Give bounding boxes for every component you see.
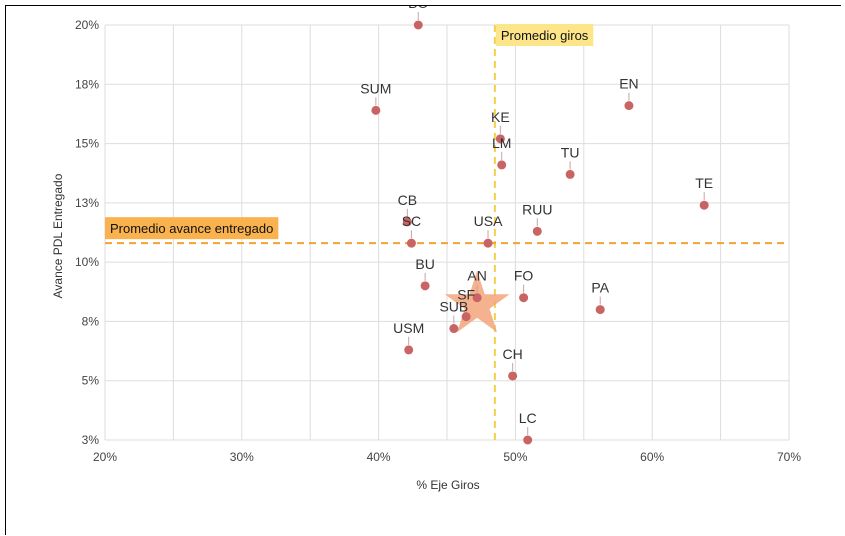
data-point-label: LC	[519, 410, 537, 426]
data-point-label: FO	[514, 268, 534, 284]
data-point-label: LM	[492, 135, 511, 151]
data-point-label: SF	[457, 287, 475, 303]
data-point	[497, 160, 507, 170]
data-point	[461, 312, 471, 322]
data-point-label: KE	[491, 109, 510, 125]
data-point	[532, 226, 542, 236]
data-point-label: TE	[695, 175, 713, 191]
data-point-group: RUU	[522, 201, 552, 236]
x-tick-label: 70%	[777, 450, 801, 464]
y-tick-label: 10%	[75, 255, 99, 269]
horizontal-reference-label-text: Promedio avance entregado	[110, 221, 273, 236]
x-tick-label: 40%	[367, 450, 391, 464]
y-tick-label: 5%	[82, 374, 100, 388]
data-point-label: SC	[402, 213, 421, 229]
data-point-group: BU	[415, 256, 435, 291]
data-point	[420, 281, 430, 291]
y-tick-label: 18%	[75, 77, 99, 91]
data-point-group: KE	[491, 109, 510, 144]
data-point	[523, 435, 533, 445]
data-point-label: EN	[619, 76, 638, 92]
data-point	[508, 371, 518, 381]
data-point-group: SF	[457, 287, 475, 322]
data-point-label: PA	[591, 280, 609, 296]
data-point-group: LC	[519, 410, 537, 445]
data-point	[483, 238, 493, 248]
data-point	[495, 134, 505, 144]
data-point-label: CH	[503, 346, 523, 362]
grid-lines	[104, 24, 790, 441]
x-axis-title: % Eje Giros	[416, 478, 479, 492]
y-tick-label: 8%	[82, 314, 100, 328]
data-point-group: PA	[591, 280, 610, 315]
data-point-group: USM	[393, 320, 424, 355]
data-point-label: SUM	[360, 80, 391, 96]
data-point-group: CH	[503, 346, 523, 381]
data-point-group: SC	[402, 213, 421, 248]
data-point	[472, 293, 482, 303]
data-point-group: AN	[467, 268, 487, 303]
y-tick-label: 20%	[75, 18, 99, 32]
horizontal-reference-label: Promedio avance entregado	[105, 217, 279, 240]
vertical-reference-label-box	[495, 24, 594, 46]
y-axis-title: Avance PDL Entregado	[51, 173, 65, 298]
data-point-group: SUM	[360, 80, 391, 115]
data-point	[519, 293, 529, 303]
data-point-label: AN	[467, 268, 486, 284]
data-point	[699, 200, 709, 210]
data-point	[565, 169, 575, 179]
x-tick-label: 60%	[640, 450, 664, 464]
x-tick-label: 30%	[230, 450, 254, 464]
data-point-label: RUU	[522, 201, 552, 217]
chart-frame: 20% 30% 40% 50% 60% 70% 3% 5% 8% 10% 13% 15% 18% 20%…	[5, 5, 841, 535]
horizontal-reference-label-box	[105, 217, 279, 240]
y-axis-ticks: 3% 5% 8% 10% 13% 15% 18% 20%	[75, 18, 99, 447]
data-point-group: SUB	[439, 299, 468, 334]
data-point-group: CB	[398, 192, 417, 227]
data-point	[404, 345, 414, 355]
vertical-reference-label: Promedio giros	[495, 24, 594, 46]
data-point-label: CB	[398, 192, 417, 208]
y-tick-label: 3%	[82, 433, 100, 447]
data-point-group: USA	[474, 213, 503, 248]
vertical-reference-label-text: Promedio giros	[501, 28, 589, 43]
data-point-group: TU	[561, 144, 580, 179]
data-point-label: SUB	[439, 299, 468, 315]
data-point	[595, 305, 605, 315]
x-axis-ticks: 20% 30% 40% 50% 60% 70%	[93, 450, 801, 464]
data-point-group: TE	[695, 175, 713, 210]
data-point-label: TU	[561, 144, 580, 160]
data-point	[402, 217, 412, 227]
data-point	[624, 101, 634, 111]
data-point-group: BO	[408, 6, 428, 30]
x-tick-label: 50%	[503, 450, 527, 464]
x-tick-label: 20%	[93, 450, 117, 464]
data-point	[413, 20, 423, 30]
y-tick-label: 13%	[75, 196, 99, 210]
data-point-group: LM	[492, 135, 511, 170]
reference-lines	[105, 25, 789, 440]
y-tick-label: 15%	[75, 137, 99, 151]
data-point-label: USM	[393, 320, 424, 336]
data-point	[449, 324, 459, 334]
data-point-label: BU	[415, 256, 434, 272]
data-point-label: BO	[408, 6, 428, 11]
data-point-label: USA	[474, 213, 503, 229]
data-point-group: FO	[514, 268, 534, 303]
data-point	[371, 105, 381, 115]
scatter-chart: 20% 30% 40% 50% 60% 70% 3% 5% 8% 10% 13% 15% 18% 20%…	[51, 6, 801, 492]
reference-labels: Promedio giros Promedio avance entregado	[105, 24, 594, 240]
data-point	[406, 238, 416, 248]
data-point-group: EN	[619, 76, 639, 111]
